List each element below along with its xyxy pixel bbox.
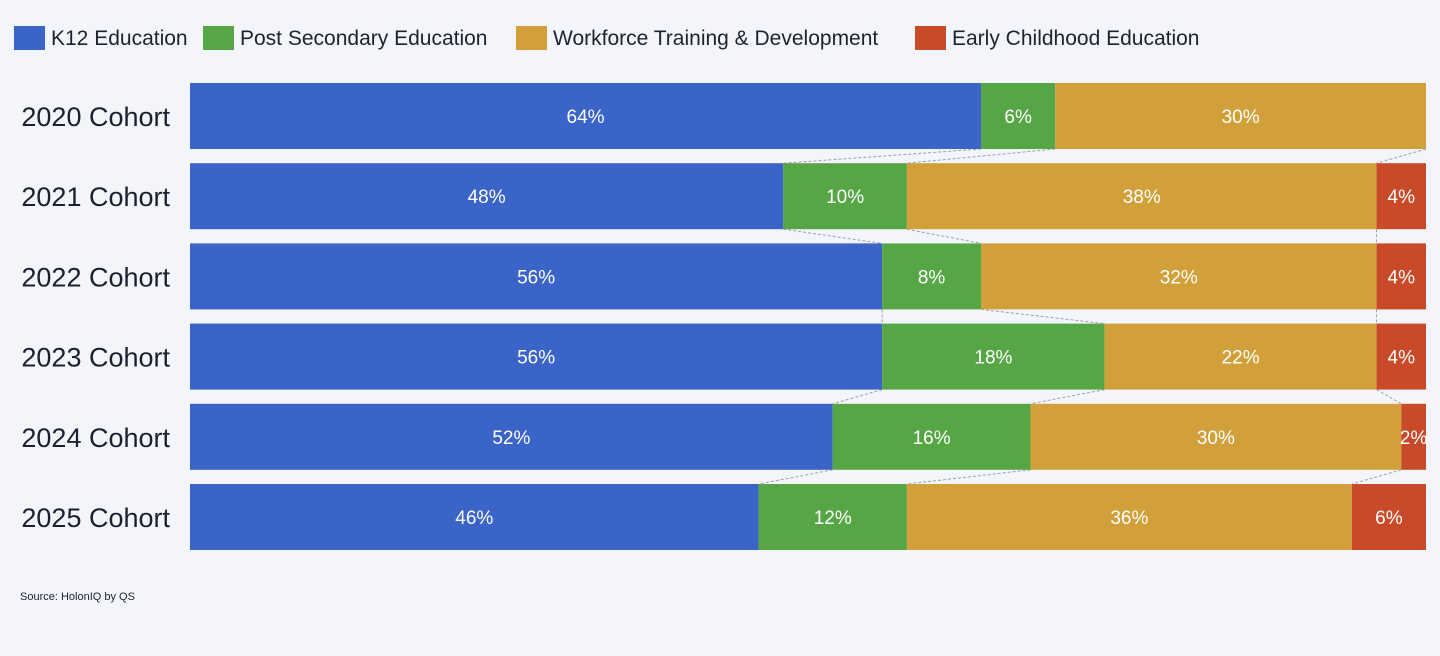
- value-label: 38%: [1123, 187, 1161, 208]
- legend-item-k12-education: K12 Education: [14, 26, 188, 50]
- value-label: 2%: [1400, 428, 1428, 449]
- value-label: 56%: [517, 267, 555, 288]
- bar-row-2024-cohort: 52% 16% 30% 2%: [190, 403, 1428, 470]
- value-label: 4%: [1388, 267, 1416, 288]
- value-label: 22%: [1222, 348, 1260, 369]
- bar-row-2023-cohort: 56% 18% 22% 4%: [190, 323, 1426, 390]
- value-label: 48%: [468, 187, 506, 208]
- value-label: 16%: [913, 428, 951, 449]
- bar-segment-early-childhood-education: [1376, 243, 1426, 310]
- bar-segment-workforce-training-and-development: [981, 243, 1377, 310]
- category-label: 2025 Cohort: [21, 503, 170, 533]
- value-label: 12%: [814, 508, 852, 529]
- connector-line: [783, 148, 982, 164]
- legend-swatch: [516, 26, 547, 50]
- connector-line: [1376, 389, 1402, 405]
- bar-segment-k12-education: [190, 403, 833, 470]
- value-label: 4%: [1388, 187, 1416, 208]
- category-label: 2023 Cohort: [21, 343, 170, 373]
- source-note: Source: HolonIQ by QS: [20, 591, 135, 603]
- value-label: 32%: [1160, 267, 1198, 288]
- category-label: 2024 Cohort: [21, 423, 170, 453]
- bar-row-2022-cohort: 56% 8% 32% 4%: [190, 243, 1426, 310]
- bar-segment-workforce-training-and-development: [906, 163, 1377, 230]
- bar-row-2025-cohort: 46% 12% 36% 6%: [190, 484, 1426, 550]
- bar-segment-post-secondary-education: [758, 484, 907, 550]
- connector-line: [906, 228, 982, 244]
- connector-line: [832, 389, 883, 405]
- value-label: 6%: [1375, 508, 1403, 529]
- value-label: 56%: [517, 348, 555, 369]
- bar-segment-k12-education: [190, 243, 883, 310]
- connector-line: [906, 469, 1031, 485]
- legend-item-workforce-training-and-development: Workforce Training & Development: [516, 26, 878, 50]
- bar-segment-workforce-training-and-development: [1055, 83, 1426, 149]
- bar-row-2020-cohort: 64% 6% 30%: [190, 83, 1426, 149]
- connector-line: [980, 308, 1105, 325]
- value-label: 36%: [1110, 508, 1148, 529]
- bar-row-2021-cohort: 48% 10% 38% 4%: [190, 163, 1426, 230]
- bar-segment-workforce-training-and-development: [1030, 403, 1402, 470]
- legend-label: Workforce Training & Development: [553, 27, 878, 50]
- legend-swatch: [203, 26, 234, 50]
- value-label: 64%: [567, 107, 605, 128]
- legend-swatch: [14, 26, 45, 50]
- connector-line: [906, 148, 1056, 164]
- legend-item-early-childhood-education: Early Childhood Education: [915, 26, 1200, 50]
- bar-segment-k12-education: [190, 484, 759, 550]
- legend-swatch: [915, 26, 946, 50]
- bar-segment-early-childhood-education: [1351, 484, 1426, 550]
- bar-segment-post-secondary-education: [783, 163, 907, 230]
- segment-connectors: [758, 148, 1427, 485]
- category-label: 2021 Cohort: [21, 182, 170, 212]
- bar-segment-k12-education: [190, 323, 883, 390]
- bar-segment-early-childhood-education: [1376, 163, 1426, 230]
- connector-line: [1376, 148, 1427, 164]
- bar-segment-workforce-training-and-development: [906, 484, 1352, 550]
- value-label: 6%: [1004, 107, 1032, 128]
- bar-segment-post-secondary-education: [981, 83, 1056, 149]
- bar-segment-k12-education: [190, 83, 982, 149]
- legend-label: K12 Education: [51, 27, 188, 50]
- bar-segment-post-secondary-education: [882, 243, 982, 310]
- legend-label: Post Secondary Education: [240, 27, 488, 50]
- value-label: 8%: [918, 267, 946, 288]
- category-labels: 2020 Cohort 2021 Cohort 2022 Cohort 2023 Co…: [21, 102, 170, 533]
- value-label: 30%: [1222, 107, 1260, 128]
- connector-line: [1030, 389, 1105, 405]
- value-label: 4%: [1388, 348, 1416, 369]
- legend: K12 Education Post Secondary Education Wor…: [14, 26, 1200, 50]
- bar-segment-post-secondary-education: [882, 323, 1105, 390]
- value-label: 30%: [1197, 428, 1235, 449]
- bar-segment-early-childhood-education: [1401, 403, 1426, 470]
- bar-segment-workforce-training-and-development: [1104, 323, 1377, 390]
- bars: 64% 6% 30% 48% 10% 38% 4% 56% 8% 32% 4% 56% 18% 22% 4%…: [190, 83, 1427, 550]
- bar-segment-post-secondary-education: [832, 403, 1031, 470]
- connector-line: [1351, 469, 1402, 485]
- value-label: 18%: [974, 348, 1012, 369]
- value-label: 46%: [455, 508, 493, 529]
- bar-segment-k12-education: [190, 163, 784, 230]
- legend-label: Early Childhood Education: [952, 27, 1200, 50]
- category-label: 2020 Cohort: [21, 102, 170, 132]
- connector-line: [758, 469, 833, 485]
- connector-line: [783, 228, 883, 244]
- value-label: 10%: [826, 187, 864, 208]
- value-label: 52%: [492, 428, 530, 449]
- category-label: 2022 Cohort: [21, 262, 170, 292]
- bar-segment-early-childhood-education: [1376, 323, 1426, 390]
- legend-item-post-secondary-education: Post Secondary Education: [203, 26, 488, 50]
